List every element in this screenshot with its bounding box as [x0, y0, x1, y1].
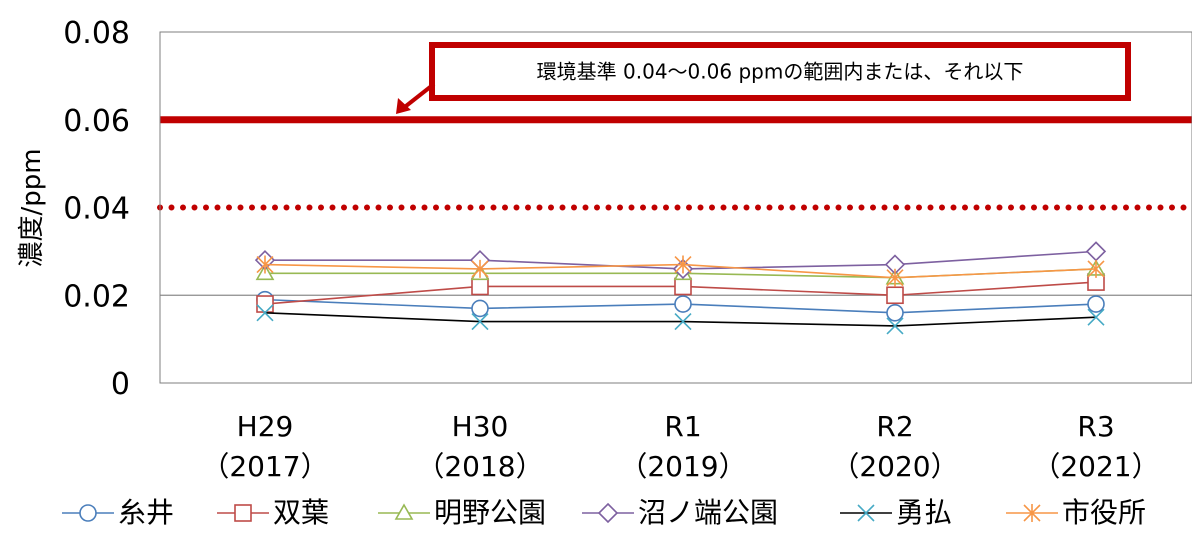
data-point	[675, 278, 691, 294]
reference-lines	[160, 120, 1192, 208]
series-0	[257, 292, 1104, 321]
annotation-callout: 環境基準 0.04～0.06 ppmの範囲内または、それ以下	[396, 45, 1128, 114]
legend-label: 明野公園	[434, 496, 546, 529]
data-point	[472, 300, 488, 316]
legend-item-3: 沼ノ端公園	[582, 496, 778, 529]
x-tick-label-year: （2020）	[831, 450, 958, 483]
legend: 糸井 双葉 明野公園 沼ノ端公園 勇払 市役所	[62, 496, 1146, 529]
legend-item-0: 糸井	[62, 496, 174, 529]
y-tick-label: 0.04	[63, 192, 130, 227]
data-point	[599, 504, 617, 522]
legend-label: 市役所	[1062, 496, 1146, 529]
x-tick-label-year: （2018）	[416, 450, 543, 483]
data-point	[235, 505, 251, 521]
data-point	[472, 278, 488, 294]
data-point	[1087, 242, 1105, 260]
legend-item-2: 明野公園	[378, 496, 546, 529]
data-point	[80, 505, 96, 521]
x-tick-label: R2	[876, 410, 913, 443]
legend-label: 沼ノ端公園	[638, 496, 778, 529]
y-axis-label: 濃度/ppm	[17, 148, 47, 267]
legend-item-5: 市役所	[1006, 496, 1146, 529]
series-layer	[256, 242, 1105, 334]
x-tick-label: H29	[237, 410, 294, 443]
x-tick-label-year: （2021）	[1032, 450, 1159, 483]
data-point	[257, 296, 273, 312]
y-tick-label: 0	[111, 367, 130, 402]
x-tick-label-year: （2017）	[201, 450, 328, 483]
y-tick-label: 0.08	[63, 16, 130, 51]
data-point	[887, 305, 903, 321]
legend-label: 勇払	[896, 496, 952, 529]
x-tick-label: H30	[452, 410, 509, 443]
legend-item-1: 双葉	[217, 496, 329, 529]
callout-text: 環境基準 0.04～0.06 ppmの範囲内または、それ以下	[537, 60, 1024, 84]
legend-item-4: 勇払	[840, 496, 952, 529]
legend-label: 双葉	[273, 496, 329, 529]
x-tick-label: R1	[664, 410, 701, 443]
data-point	[396, 505, 412, 519]
y-tick-label: 0.02	[63, 279, 130, 314]
data-point	[675, 296, 691, 312]
data-point	[1088, 296, 1104, 312]
x-tick-label: R3	[1077, 410, 1114, 443]
x-tick-label-year: （2019）	[619, 450, 746, 483]
legend-label: 糸井	[118, 496, 174, 529]
data-point	[887, 287, 903, 303]
y-tick-label: 0.06	[63, 104, 130, 139]
